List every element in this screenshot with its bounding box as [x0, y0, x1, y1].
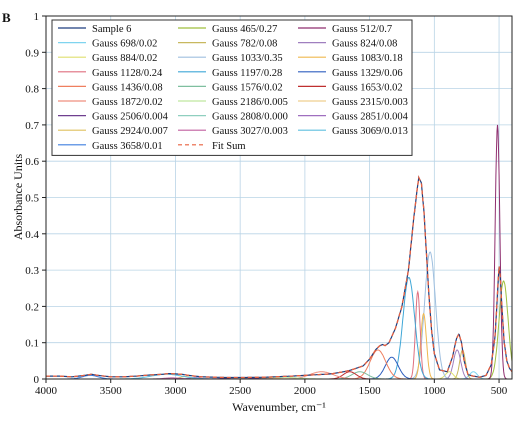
y-tick-label: 0.6: [25, 156, 39, 168]
legend-entry-label: Gauss 2506/0.004: [92, 112, 169, 123]
panel-label: B: [2, 10, 11, 25]
y-tick-label: 0.3: [25, 265, 39, 277]
legend-entry-label: Gauss 1083/0.18: [332, 53, 403, 64]
legend-entry-label: Gauss 824/0.08: [332, 39, 397, 50]
x-tick-label: 500: [491, 385, 508, 397]
y-tick-label: 1: [34, 11, 40, 23]
gauss-component-curve: [46, 124, 512, 380]
y-tick-label: 0.1: [25, 338, 39, 350]
x-axis-title: Wavenumber, cm⁻¹: [232, 400, 326, 414]
legend-entry-label: Gauss 1033/0.35: [212, 53, 283, 64]
legend-entry-label: Gauss 2851/0.004: [332, 112, 409, 123]
y-tick-label: 0.5: [25, 193, 39, 205]
gauss-component-curve: [46, 349, 512, 380]
gauss-component-curve: [46, 251, 512, 380]
sample-spectrum-curve: [46, 175, 513, 379]
y-tick-label: 0.4: [25, 229, 39, 241]
legend-entry-label: Gauss 3658/0.01: [92, 141, 163, 152]
plot-curves: [46, 124, 513, 380]
legend-entry-label: Gauss 884/0.02: [92, 53, 157, 64]
legend-entry-label: Gauss 2186/0.005: [212, 97, 288, 108]
gauss-component-curve: [46, 280, 513, 380]
y-tick-label: 0.8: [25, 84, 39, 96]
x-tick-label: 3000: [164, 385, 187, 397]
x-tick-label: 1500: [359, 385, 382, 397]
y-tick-label: 0.9: [25, 47, 39, 59]
legend-entry-label: Gauss 1436/0.08: [92, 82, 163, 93]
legend: Sample 6 Gauss 465/0.27 Gauss 512/0.7 Gauss…: [51, 19, 413, 156]
gauss-component-curve: [46, 276, 512, 380]
legend-entry-label: Gauss 698/0.02: [92, 39, 157, 50]
gauss-component-curve: [46, 349, 512, 380]
legend-entry-label: Gauss 1197/0.28: [212, 68, 282, 79]
legend-entry-label: Gauss 2924/0.007: [92, 126, 168, 137]
x-tick-label: 2500: [229, 385, 252, 397]
legend-entry-label: Gauss 1128/0.24: [92, 68, 163, 79]
legend-entry-label: Gauss 1576/0.02: [212, 82, 283, 93]
y-tick-label: 0.7: [25, 120, 39, 132]
y-tick-label: 0.2: [25, 301, 39, 313]
gauss-component-curve: [46, 349, 512, 380]
legend-entry-label: Fit Sum: [212, 141, 246, 152]
legend-entry-label: Gauss 1329/0.06: [332, 68, 403, 79]
legend-entry-label: Gauss 512/0.7: [332, 24, 392, 35]
axis-ticks: 4000 3500 3000 2500 2000 1500 1000 500 0 0.1 0.2 0.…: [25, 11, 508, 397]
x-tick-label: 1000: [423, 385, 446, 397]
legend-box: [51, 19, 413, 156]
legend-entry-label: Gauss 2315/0.003: [332, 97, 408, 108]
x-tick-label: 4000: [35, 385, 58, 397]
legend-entry-label: Gauss 1872/0.02: [92, 97, 163, 108]
x-tick-label: 2000: [294, 385, 317, 397]
legend-entry-label: Gauss 3027/0.003: [212, 126, 288, 137]
fit-sum-curve: [46, 175, 513, 379]
legend-entry-label: Gauss 1653/0.02: [332, 82, 403, 93]
legend-entry-label: Gauss 465/0.27: [212, 24, 277, 35]
legend-entry-label: Gauss 3069/0.013: [332, 126, 408, 137]
legend-entry-label: Gauss 782/0.08: [212, 39, 277, 50]
y-tick-label: 0: [34, 374, 40, 386]
x-tick-label: 3500: [100, 385, 123, 397]
y-axis-title: Absorbance Units: [11, 154, 25, 241]
legend-entry-label: Gauss 2808/0.000: [212, 112, 288, 123]
legend-entry-label: Sample 6: [92, 24, 131, 35]
